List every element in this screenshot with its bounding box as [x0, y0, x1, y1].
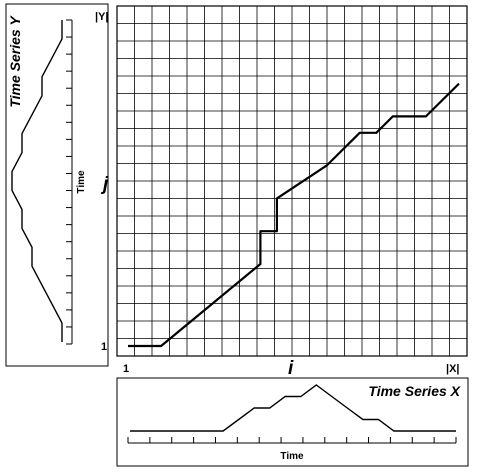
series-y-ticks	[66, 19, 72, 345]
y-index-label: j	[100, 174, 109, 195]
series-x-line	[130, 384, 456, 432]
y-end-label: |Y|	[95, 11, 109, 23]
x-index-label: i	[288, 358, 294, 379]
grid-lines	[117, 6, 467, 356]
series-y-axis-label: Time	[76, 170, 87, 194]
x-start-label: 1	[123, 363, 129, 375]
warping-grid: |Y| j 1 1 i |X|	[95, 5, 468, 379]
warping-path	[128, 82, 460, 348]
series-x-axis-label: Time	[280, 451, 304, 462]
x-end-label: |X|	[446, 363, 460, 375]
y-start-label: 1	[101, 341, 107, 353]
series-y-panel: Time Series Y Time	[5, 3, 109, 367]
series-x-title: Time Series X	[368, 383, 461, 399]
series-x-ticks	[127, 437, 457, 443]
grid-border	[116, 5, 468, 357]
series-y-line	[11, 20, 63, 342]
series-y-title: Time Series Y	[7, 15, 23, 108]
series-y-frame	[5, 3, 109, 367]
series-x-panel: Time Series X Time	[116, 377, 469, 467]
series-x-frame	[116, 377, 469, 467]
